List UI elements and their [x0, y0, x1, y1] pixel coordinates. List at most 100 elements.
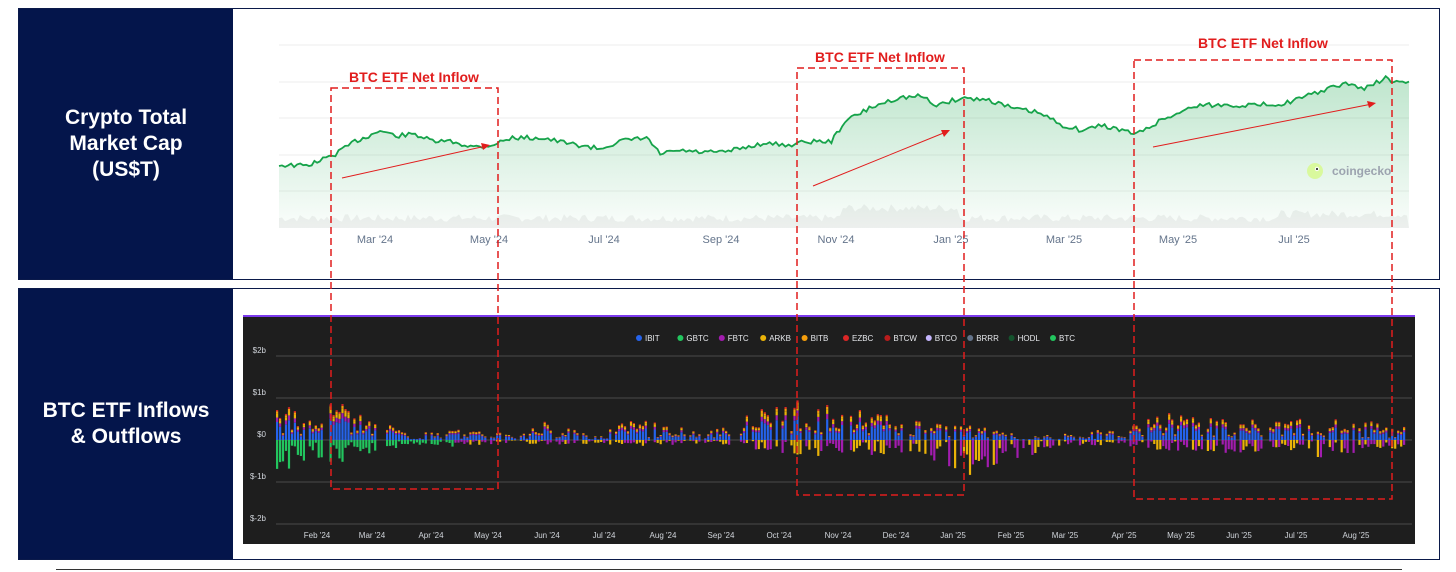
legend-item-hodl[interactable]: HODL	[1008, 334, 1041, 343]
etf-inflow-bar	[760, 409, 763, 411]
etf-inflow-bar	[1242, 430, 1245, 440]
etf-inflow-bar	[1105, 436, 1108, 440]
etf-inflow-bar	[1177, 427, 1180, 429]
etf-inflow-bar	[751, 427, 754, 430]
etf-inflow-bar	[397, 431, 401, 433]
etf-inflow-bar	[623, 426, 627, 428]
etf-inflow-bar	[1224, 424, 1227, 427]
etf-outflow-bar	[311, 440, 314, 451]
etf-inflow-bar	[983, 429, 986, 431]
etf-inflow-bar	[1096, 430, 1099, 432]
etf-inflow-bar	[977, 429, 980, 432]
etf-inflow-bar	[356, 430, 359, 432]
etf-inflow-bar	[1153, 426, 1156, 428]
etf-inflow-bar	[864, 429, 867, 440]
coingecko-logo-icon	[1307, 163, 1323, 179]
etf-inflow-bar	[835, 432, 838, 440]
legend-item-ibit[interactable]: IBIT	[636, 334, 660, 343]
etf-inflow-bar	[1322, 437, 1325, 440]
etf-inflow-bar	[885, 416, 888, 419]
etf-inflow-bar	[763, 413, 766, 416]
etf-inflow-bar	[945, 431, 948, 440]
etf-inflow-bar	[1171, 420, 1174, 422]
etf-inflow-bar	[353, 423, 356, 427]
etf-inflow-bar	[430, 432, 433, 434]
etf-inflow-bar	[757, 432, 760, 440]
etf-outflow-bar	[433, 440, 436, 445]
etf-inflow-bar	[1269, 427, 1272, 429]
legend-item-brrr[interactable]: BRRR	[967, 334, 999, 343]
etf-inflow-bar	[1096, 431, 1099, 433]
etf-inflow-bar	[855, 428, 859, 431]
etf-inflow-bar	[1319, 433, 1322, 434]
legend-item-gbtc[interactable]: GBTC	[677, 334, 709, 343]
legend-item-arkb[interactable]: ARKB	[760, 334, 791, 343]
etf-inflow-bar	[1156, 419, 1159, 423]
etf-inflow-bar	[1031, 439, 1034, 440]
legend-item-bitb[interactable]: BITB	[801, 334, 829, 343]
etf-outflow-bar	[799, 440, 802, 455]
etf-inflow-bar	[814, 432, 817, 435]
etf-inflow-bar	[641, 426, 644, 428]
etf-inflow-bar	[1194, 428, 1198, 431]
etf-outflow-bar	[716, 440, 719, 442]
etf-inflow-bar	[475, 432, 478, 433]
etf-outflow-bar	[662, 440, 665, 441]
etf-inflow-bar	[1296, 421, 1299, 423]
etf-inflow-bar	[1370, 426, 1373, 429]
etf-inflow-bar	[983, 427, 986, 429]
etf-inflow-bar	[302, 423, 305, 424]
etf-inflow-bar	[790, 434, 793, 440]
etf-inflow-bar	[1364, 423, 1367, 425]
etf-outflow-bar	[1307, 440, 1311, 449]
etf-outflow-bar	[1230, 440, 1233, 450]
etf-inflow-bar	[995, 431, 998, 432]
etf-outflow-bar	[1180, 440, 1183, 442]
etf-outflow-bar	[615, 440, 618, 442]
etf-inflow-bar	[1168, 423, 1171, 440]
etf-inflow-bar	[445, 435, 448, 437]
etf-outflow-bar	[793, 440, 796, 454]
etf-inflow-bar	[855, 424, 859, 425]
etf-inflow-bar	[1028, 439, 1031, 440]
etf-inflow-bar	[1159, 424, 1162, 426]
etf-inflow-bar	[885, 424, 888, 440]
legend-item-btcw[interactable]: BTCW	[884, 334, 917, 343]
legend-item-btco[interactable]: BTCO	[925, 334, 957, 343]
etf-inflow-bar	[1070, 436, 1073, 437]
etf-outflow-bar	[1290, 440, 1293, 451]
etf-inflow-bar	[1301, 434, 1305, 435]
etf-inflow-bar	[873, 420, 876, 422]
etf-outflow-bar	[986, 440, 989, 468]
etf-inflow-bar	[365, 425, 368, 426]
etf-inflow-bar	[397, 430, 401, 432]
etf-inflow-bar	[1248, 430, 1251, 431]
etf-inflow-bar	[829, 432, 832, 440]
etf-inflow-bar	[873, 422, 876, 426]
etf-inflow-bar	[739, 435, 743, 437]
etf-inflow-bar	[287, 415, 291, 421]
etf-inflow-bar	[374, 430, 377, 440]
legend-item-fbtc[interactable]: FBTC	[718, 334, 749, 343]
etf-inflow-bar	[1212, 436, 1215, 438]
etf-inflow-bar	[1331, 432, 1334, 440]
etf-inflow-bar	[1346, 430, 1349, 432]
etf-outflow-bar	[406, 440, 409, 445]
etf-inflow-bar	[992, 432, 995, 434]
etf-x-tick: Sep '24	[708, 531, 735, 540]
legend-item-ezbc[interactable]: EZBC	[843, 334, 874, 343]
etf-inflow-bar	[406, 436, 409, 438]
etf-inflow-bar	[1120, 437, 1123, 438]
legend-item-btc[interactable]: BTC	[1050, 334, 1075, 343]
etf-inflow-bar	[1242, 425, 1245, 427]
etf-inflow-bar	[1108, 432, 1111, 434]
etf-outflow-bar	[421, 440, 424, 443]
etf-inflow-bar	[683, 436, 686, 440]
etf-outflow-bar	[1093, 440, 1096, 446]
etf-outflow-bar	[1296, 440, 1299, 444]
etf-inflow-bar	[454, 431, 457, 432]
etf-inflow-bar	[668, 434, 671, 436]
etf-inflow-bar	[983, 430, 986, 433]
etf-inflow-bar	[1087, 437, 1090, 438]
etf-outflow-bar	[1010, 440, 1013, 445]
